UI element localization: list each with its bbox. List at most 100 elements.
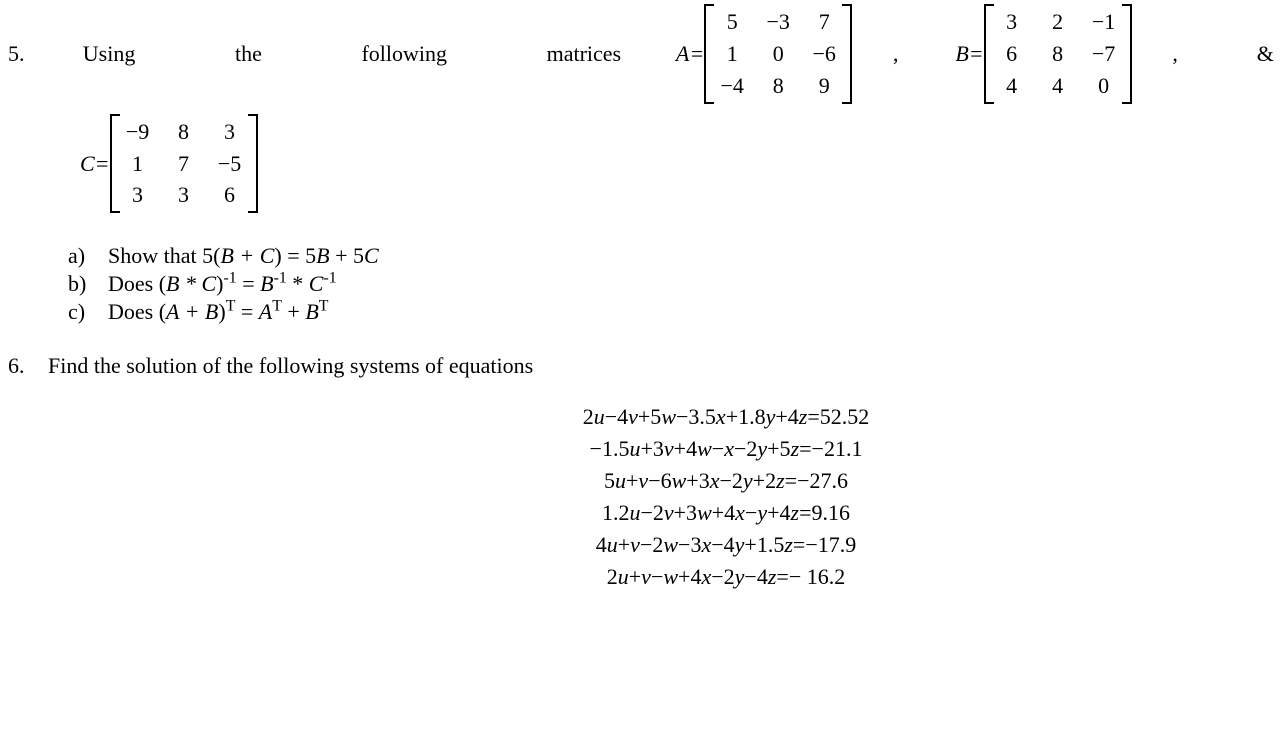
matrix-A-def: A= 5−3710−6−489 — [676, 4, 852, 104]
q5-number: 5. — [8, 41, 48, 67]
sub-label-a: a) — [68, 243, 108, 269]
eq-numeric: +3 — [640, 436, 663, 461]
matrix-cell: 6 — [998, 38, 1026, 70]
eq-variable: x — [735, 500, 745, 525]
matrix-A: 5−3710−6−489 — [704, 4, 852, 104]
bracket-right — [842, 4, 852, 104]
eq-numeric: + — [626, 468, 638, 493]
matrix-B-grid: 32−168−7440 — [994, 4, 1122, 104]
eq-variable: x — [701, 564, 711, 589]
matrix-cell: 7 — [810, 6, 838, 38]
eq-variable: x — [701, 532, 711, 557]
eq-numeric: +4 — [678, 564, 701, 589]
eq-numeric: −6 — [648, 468, 671, 493]
text: B — [260, 271, 273, 296]
eq-variable: u — [629, 436, 640, 461]
eq-variable: z — [776, 468, 785, 493]
text: ) — [218, 299, 225, 324]
sub-c-text: Does (A + B)T = AT + BT — [108, 299, 328, 325]
eq-variable: v — [638, 468, 648, 493]
equation-line: 2u−4v+5w−3.5x+1.8y+4z=52.52 — [178, 401, 1274, 433]
matrix-cell: 3 — [170, 179, 198, 211]
eq-variable: z — [791, 500, 800, 525]
matrix-B-def: B= 32−168−7440 — [955, 4, 1131, 104]
eq-variable: u — [594, 404, 605, 429]
matrix-cell: 2 — [1044, 6, 1072, 38]
ampersand: & — [1257, 41, 1274, 67]
eq-numeric: +3 — [674, 500, 697, 525]
eq-variable: u — [615, 468, 626, 493]
matrix-cell: −5 — [216, 148, 244, 180]
matrix-cell: −4 — [718, 70, 746, 102]
page: 5. Using the following matrices A= 5−371… — [0, 0, 1282, 597]
text: ) = 5 — [274, 243, 316, 268]
equation-line: 2u+v−w+4x−2y−4z=− 16.2 — [178, 561, 1274, 593]
eq-numeric: +4 — [775, 404, 798, 429]
matrix-A-grid: 5−3710−6−489 — [714, 4, 842, 104]
eq-variable: z — [784, 532, 793, 557]
text: * — [287, 271, 309, 296]
eq-numeric: +1.8 — [726, 404, 766, 429]
eq-numeric: =−21.1 — [799, 436, 862, 461]
sub-label-b: b) — [68, 271, 108, 297]
matrix-A-label: A= — [676, 41, 704, 67]
text: B — [316, 243, 329, 268]
sup: -1 — [274, 270, 287, 287]
text: + 5 — [330, 243, 364, 268]
eq-numeric: −3 — [678, 532, 701, 557]
comma-after-A: , — [893, 41, 899, 67]
matrix-cell: 7 — [170, 148, 198, 180]
eq-variable: y — [735, 532, 745, 557]
eq-numeric: +4 — [674, 436, 697, 461]
eq-variable: w — [663, 532, 678, 557]
q5-word-following: following — [361, 41, 447, 67]
bracket-right — [1122, 4, 1132, 104]
eq-numeric: −4 — [605, 404, 628, 429]
eq-variable: w — [672, 468, 687, 493]
eq-numeric: +5 — [767, 436, 790, 461]
matrix-cell: 5 — [718, 6, 746, 38]
text: ) — [216, 271, 223, 296]
eq-numeric: − — [712, 436, 724, 461]
text: C — [364, 243, 379, 268]
sup: T — [319, 298, 329, 315]
text: C — [309, 271, 324, 296]
equation-line: −1.5u+3v+4w−x−2y+5z=−21.1 — [178, 433, 1274, 465]
eq-numeric: +4 — [767, 500, 790, 525]
eq-numeric: 2 — [607, 564, 618, 589]
q5-sub-c: c) Does (A + B)T = AT + BT — [68, 299, 1274, 325]
eq-variable: x — [724, 436, 734, 461]
matrix-cell: −3 — [764, 6, 792, 38]
eq-variable: v — [630, 532, 640, 557]
eq-variable: y — [735, 564, 745, 589]
q5-word-matrices: matrices — [547, 41, 622, 67]
eq-numeric: +3 — [686, 468, 709, 493]
sup: T — [272, 298, 282, 315]
eq-variable: w — [697, 500, 712, 525]
text: Does ( — [108, 271, 166, 296]
sub-a-text: Show that 5(B + C) = 5B + 5C — [108, 243, 379, 269]
eq-variable: w — [663, 564, 678, 589]
matrix-cell: 9 — [810, 70, 838, 102]
matrix-cell: −9 — [124, 116, 152, 148]
eq-numeric: −1.5 — [590, 436, 630, 461]
eq-variable: x — [716, 404, 726, 429]
matrix-cell: −1 — [1090, 6, 1118, 38]
q5-word-using: Using — [83, 41, 136, 67]
text: A — [259, 299, 272, 324]
eq-numeric: +1.5 — [744, 532, 784, 557]
eq-variable: w — [661, 404, 676, 429]
matrix-cell: 8 — [1044, 38, 1072, 70]
q6-number: 6. — [8, 353, 48, 379]
bracket-left — [704, 4, 714, 104]
q6-text: Find the solution of the following syste… — [48, 353, 533, 379]
matrix-cell: 3 — [124, 179, 152, 211]
eq-variable: v — [628, 404, 638, 429]
eq-variable: v — [664, 500, 674, 525]
comma-after-B: , — [1172, 41, 1178, 67]
text: Does ( — [108, 299, 166, 324]
text: B + C — [220, 243, 274, 268]
eq-numeric: 2 — [583, 404, 594, 429]
matrix-C-row: C= −98317−5336 — [80, 114, 1274, 214]
eq-variable: u — [629, 500, 640, 525]
